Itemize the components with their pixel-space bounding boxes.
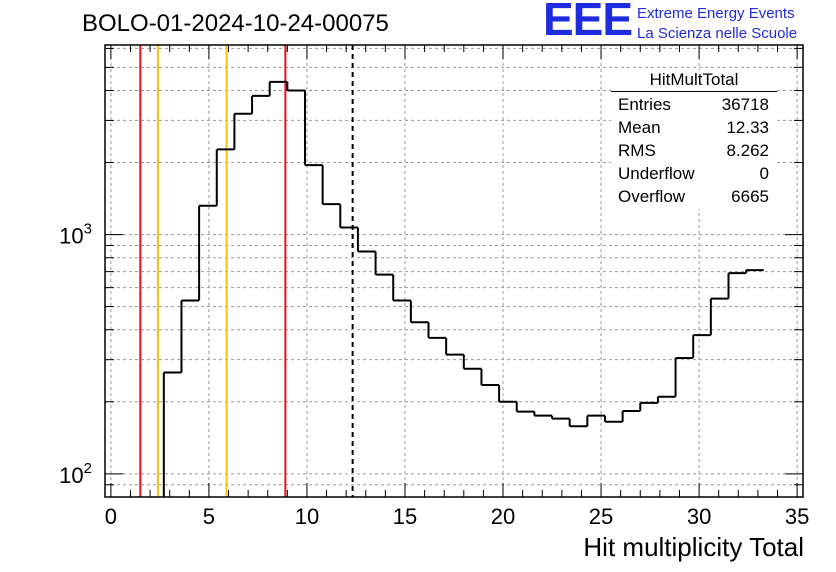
stats-label: Mean xyxy=(618,118,661,137)
x-tick-label: 30 xyxy=(687,504,711,529)
stats-row-rms: RMS 8.262 xyxy=(611,140,777,163)
y-tick-label: 102 xyxy=(59,460,92,488)
stats-row-mean: Mean 12.33 xyxy=(611,117,777,140)
x-tick-label: 15 xyxy=(393,504,417,529)
stats-label: RMS xyxy=(618,141,656,160)
x-tick-label: 5 xyxy=(203,504,215,529)
stats-value: 36718 xyxy=(721,95,769,114)
x-tick-label: 25 xyxy=(589,504,613,529)
stats-title: HitMultTotal xyxy=(611,70,777,92)
stats-row-underflow: Underflow 0 xyxy=(611,163,777,186)
x-tick-label: 10 xyxy=(295,504,319,529)
x-tick-label: 20 xyxy=(491,504,515,529)
stats-value: 8.262 xyxy=(726,141,769,160)
stats-value: 6665 xyxy=(731,187,769,206)
stats-value: 0 xyxy=(759,164,769,183)
stats-label: Overflow xyxy=(618,187,686,206)
logo-line-1: Extreme Energy Events xyxy=(637,5,795,22)
x-axis-label: Hit multiplicity Total xyxy=(583,532,804,562)
stats-label: Entries xyxy=(618,95,671,114)
page-title: BOLO-01-2024-10-24-00075 xyxy=(82,10,389,37)
x-tick-label: 35 xyxy=(785,504,809,529)
logo-mark: EEE xyxy=(543,0,633,45)
stats-box: HitMultTotal Entries 36718 Mean 12.33 RM… xyxy=(611,70,777,209)
stats-value: 12.33 xyxy=(726,118,769,137)
stats-row-entries: Entries 36718 xyxy=(611,94,777,117)
y-tick-label: 103 xyxy=(59,221,92,249)
logo-line-2: La Scienza nelle Scuole xyxy=(637,25,798,42)
x-tick-label: 0 xyxy=(105,504,117,529)
eee-logo: EEE Extreme Energy Events La Scienza nel… xyxy=(543,0,833,46)
stats-label: Underflow xyxy=(618,164,695,183)
stats-row-overflow: Overflow 6665 xyxy=(611,186,777,209)
plot-frame xyxy=(104,44,804,498)
